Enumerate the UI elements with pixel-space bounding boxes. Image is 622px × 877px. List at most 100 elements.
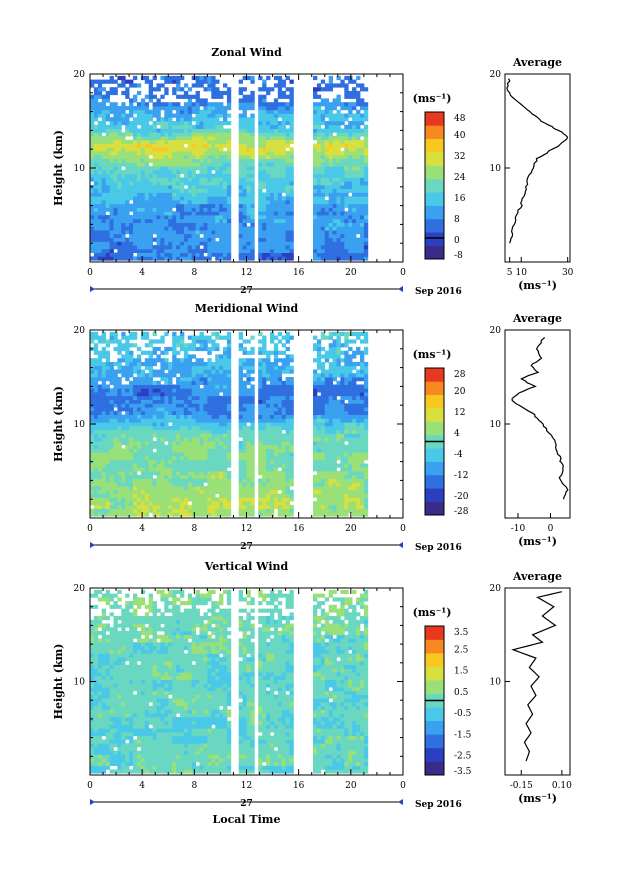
heatmap-cell: [278, 170, 282, 174]
heatmap-cell: [157, 83, 161, 87]
heatmap-cell: [348, 102, 352, 106]
heatmap-cell: [266, 155, 270, 159]
heatmap-cell: [176, 486, 180, 490]
heatmap-cell: [114, 159, 118, 163]
heatmap-cell: [219, 196, 223, 200]
heatmap-cell: [153, 140, 157, 144]
heatmap-cell: [204, 219, 208, 223]
heatmap-cell: [102, 441, 106, 445]
heatmap-cell: [106, 110, 110, 114]
heatmap-cell: [106, 215, 110, 219]
heatmap-cell: [207, 441, 211, 445]
heatmap-cell: [282, 159, 286, 163]
heatmap-cell: [243, 475, 247, 479]
heatmap-cell: [223, 155, 227, 159]
heatmap-cell: [333, 129, 337, 133]
heatmap-cell: [223, 501, 227, 505]
heatmap-cell: [329, 200, 333, 204]
heatmap-cell: [184, 426, 188, 430]
heatmap-cell: [196, 358, 200, 362]
heatmap-cell: [129, 392, 133, 396]
heatmap-cell: [258, 437, 262, 441]
heatmap-cell: [153, 467, 157, 471]
heatmap-cell: [117, 162, 121, 166]
heatmap-cell: [262, 170, 266, 174]
heatmap-cell: [153, 418, 157, 422]
heatmap-cell: [164, 422, 168, 426]
heatmap-cell: [364, 185, 368, 189]
heatmap-cell: [153, 370, 157, 374]
heatmap-cell: [102, 249, 106, 253]
heatmap-cell: [313, 151, 317, 155]
heatmap-cell: [196, 91, 200, 95]
heatmap-cell: [204, 249, 208, 253]
heatmap-cell: [337, 76, 341, 80]
heatmap-cell: [250, 396, 254, 400]
heatmap-cell: [250, 362, 254, 366]
heatmap-cell: [200, 211, 204, 215]
heatmap-cell: [313, 253, 317, 257]
heatmap-cell: [94, 234, 98, 238]
x-tick-label: 8: [191, 268, 197, 278]
heatmap-cell: [227, 256, 231, 260]
heatmap-cell: [114, 208, 118, 212]
heatmap-cell: [141, 151, 145, 155]
heatmap-cell: [121, 170, 125, 174]
heatmap-cell: [90, 238, 94, 242]
heatmap-cell: [211, 482, 215, 486]
heatmap-cell: [98, 129, 102, 133]
heatmap-cell: [207, 467, 211, 471]
heatmap-cell: [278, 162, 282, 166]
heatmap-cell: [106, 441, 110, 445]
heatmap-cell: [211, 332, 215, 336]
heatmap-cell: [196, 441, 200, 445]
heatmap-cell: [282, 223, 286, 227]
heatmap-cell: [274, 234, 278, 238]
heatmap-cell: [258, 102, 262, 106]
heatmap-cell: [262, 415, 266, 419]
heatmap-cell: [215, 403, 219, 407]
heatmap-cell: [121, 486, 125, 490]
heatmap-cell: [133, 437, 137, 441]
heatmap-cell: [172, 418, 176, 422]
heatmap-cell: [184, 486, 188, 490]
heatmap-cell: [153, 253, 157, 257]
heatmap-cell: [215, 381, 219, 385]
heatmap-cell: [129, 219, 133, 223]
heatmap-cell: [153, 494, 157, 498]
heatmap-cell: [266, 114, 270, 118]
heatmap-cell: [133, 418, 137, 422]
heatmap-cell: [188, 211, 192, 215]
heatmap-cell: [196, 219, 200, 223]
heatmap-cell: [90, 456, 94, 460]
heatmap-cell: [114, 185, 118, 189]
heatmap-cell: [364, 204, 368, 208]
heatmap-cell: [141, 388, 145, 392]
colorbar-tick-label: -8: [454, 251, 463, 261]
heatmap-cell: [160, 102, 164, 106]
heatmap-cell: [239, 422, 243, 426]
heatmap-cell: [129, 407, 133, 411]
heatmap-cell: [317, 174, 321, 178]
heatmap-cell: [176, 505, 180, 509]
heatmap-cell: [227, 215, 231, 219]
heatmap-cell: [168, 467, 172, 471]
heatmap-cell: [145, 332, 149, 336]
heatmap-cell: [153, 121, 157, 125]
heatmap-cell: [223, 215, 227, 219]
heatmap-cell: [204, 464, 208, 468]
heatmap-cell: [164, 102, 168, 106]
heatmap-cell: [172, 170, 176, 174]
heatmap-cell: [290, 223, 294, 227]
heatmap-cell: [180, 249, 184, 253]
heatmap-cell: [141, 351, 145, 355]
heatmap-cell: [125, 396, 129, 400]
heatmap-cell: [356, 125, 360, 129]
heatmap-cell: [176, 87, 180, 91]
heatmap-cell: [98, 336, 102, 340]
heatmap-cell: [117, 370, 121, 374]
heatmap-cell: [227, 226, 231, 230]
heatmap-cell: [114, 136, 118, 140]
heatmap-cell: [168, 512, 172, 516]
heatmap-cell: [168, 155, 172, 159]
